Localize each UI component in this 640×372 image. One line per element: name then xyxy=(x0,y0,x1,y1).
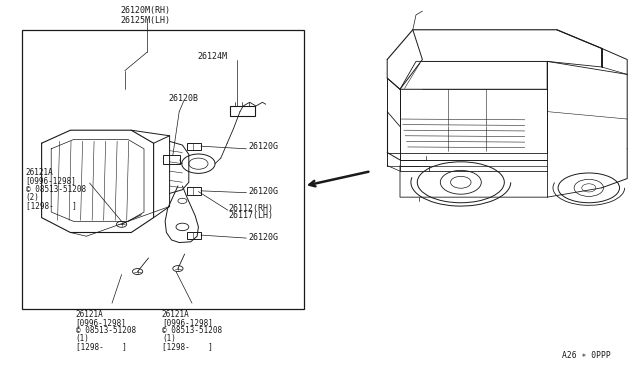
Text: 26124M: 26124M xyxy=(197,52,227,61)
Text: [1298-    ]: [1298- ] xyxy=(76,342,126,351)
Text: 26121A: 26121A xyxy=(76,310,103,318)
Text: 26121A: 26121A xyxy=(26,168,53,177)
Text: 26120G: 26120G xyxy=(248,233,278,242)
Text: [1298-    ]: [1298- ] xyxy=(26,201,76,210)
Text: [0996-1298]: [0996-1298] xyxy=(76,318,126,327)
Text: 26121A: 26121A xyxy=(162,310,189,318)
Text: A26 ∗ 0PPP: A26 ∗ 0PPP xyxy=(562,351,611,360)
Text: [1298-    ]: [1298- ] xyxy=(162,342,212,351)
Text: 26112(RH): 26112(RH) xyxy=(228,204,273,213)
Text: 26120G: 26120G xyxy=(248,142,278,151)
Text: 26117(LH): 26117(LH) xyxy=(228,211,273,220)
Text: © 08513-51208: © 08513-51208 xyxy=(26,185,86,193)
Bar xyxy=(163,155,180,164)
Text: 26125M(LH): 26125M(LH) xyxy=(121,16,171,25)
Bar xyxy=(187,187,201,195)
Text: 26120B: 26120B xyxy=(168,94,198,103)
Text: © 08513-51208: © 08513-51208 xyxy=(162,326,222,335)
Text: © 08513-51208: © 08513-51208 xyxy=(76,326,136,335)
Bar xyxy=(187,143,201,150)
Bar xyxy=(187,232,201,239)
Bar xyxy=(230,106,255,116)
Text: [0996-1298]: [0996-1298] xyxy=(26,176,76,185)
Text: [0996-1298]: [0996-1298] xyxy=(162,318,212,327)
Text: (1): (1) xyxy=(76,334,90,343)
Bar xyxy=(22,30,304,309)
Text: 26120M(RH): 26120M(RH) xyxy=(121,6,171,15)
Text: 26120G: 26120G xyxy=(248,187,278,196)
Text: (2): (2) xyxy=(26,193,40,202)
Text: (1): (1) xyxy=(162,334,176,343)
